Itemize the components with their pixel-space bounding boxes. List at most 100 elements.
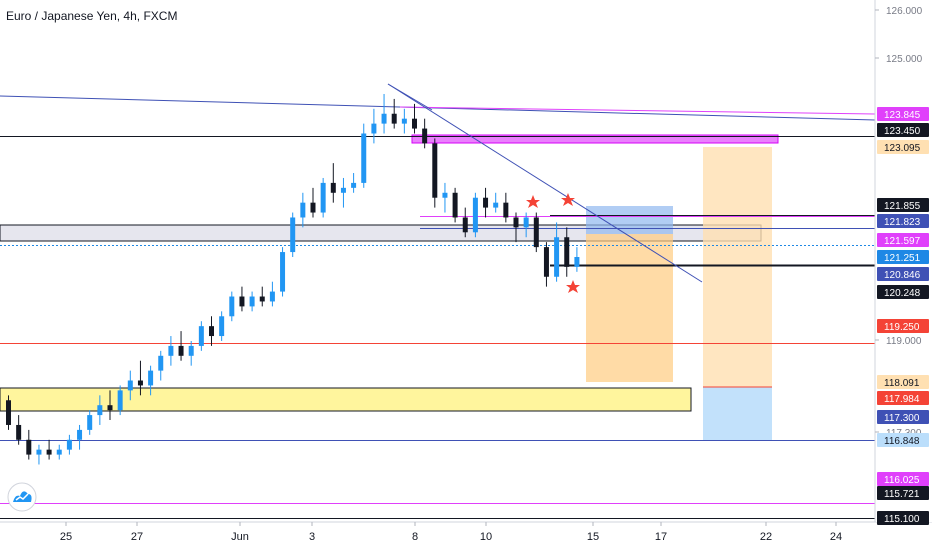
y-tick-label-0: 126.000: [886, 6, 923, 17]
candle-body-0: [6, 400, 11, 425]
candle-body-53: [543, 247, 549, 277]
price-label-bg-15: [877, 486, 929, 500]
position-target-zone-1: [586, 234, 673, 382]
candle-body-5: [56, 449, 62, 455]
x-tick-label-4: 8: [412, 531, 418, 543]
y-tick-label-2: 119.000: [886, 336, 922, 347]
magenta-trendline[interactable]: [399, 106, 876, 115]
position-stop-zone-2: [703, 387, 772, 440]
price-label-8: 120.248: [884, 288, 921, 299]
price-label-10: 118.091: [884, 378, 920, 389]
candle-body-54: [554, 237, 560, 277]
candle-body-52: [533, 217, 539, 248]
candle-body-47: [483, 197, 489, 208]
candle-body-40: [412, 118, 417, 129]
price-label-3: 121.855: [884, 201, 921, 212]
candle-body-20: [209, 326, 214, 337]
candlestick-series: [6, 93, 580, 465]
price-label-bg-16: [877, 511, 929, 525]
trendline-cap: [387, 83, 433, 111]
price-label-7: 120.846: [884, 270, 921, 281]
candle-body-22: [229, 296, 235, 317]
tradingview-logo-icon[interactable]: [7, 482, 37, 512]
price-label-bg-1: [877, 123, 929, 137]
price-label-16: 115.100: [884, 514, 920, 525]
candle-body-36: [371, 123, 377, 134]
y-tick-label-1: 125.000: [886, 54, 923, 65]
candle-body-9: [97, 405, 103, 416]
price-label-13: 116.848: [884, 436, 920, 447]
candle-body-28: [290, 217, 296, 253]
price-label-bg-10: [877, 375, 929, 389]
candle-body-3: [36, 449, 42, 455]
candle-body-1: [16, 424, 22, 440]
candle-body-33: [340, 187, 346, 193]
candle-body-49: [503, 202, 509, 218]
price-label-bg-6: [877, 250, 929, 264]
candle-body-7: [77, 429, 83, 440]
x-tick-label-2: Jun: [231, 531, 249, 543]
price-label-bg-2: [877, 140, 929, 154]
price-label-bg-5: [877, 233, 929, 247]
x-tick-label-6: 15: [587, 531, 599, 543]
candle-body-4: [46, 449, 52, 455]
x-tick-label-7: 17: [655, 531, 667, 543]
price-label-4: 121.823: [884, 217, 921, 228]
candle-body-17: [178, 345, 184, 356]
candle-body-39: [401, 118, 407, 124]
price-label-15: 115.721: [884, 489, 920, 500]
price-label-6: 121.251: [884, 253, 921, 264]
candle-body-21: [219, 316, 225, 337]
price-label-14: 116.025: [884, 475, 920, 486]
candle-body-2: [26, 439, 32, 455]
star-marker-2: [561, 193, 575, 206]
price-label-bg-9: [877, 319, 929, 333]
candle-body-45: [462, 217, 468, 233]
candle-body-15: [158, 355, 164, 371]
price-label-1: 123.450: [884, 126, 921, 137]
price-label-9: 119.250: [884, 322, 920, 333]
price-label-12: 117.300: [884, 413, 920, 424]
x-tick-label-0: 25: [60, 531, 72, 543]
candle-body-51: [523, 217, 529, 228]
candle-body-19: [198, 326, 204, 346]
candle-body-18: [188, 345, 194, 356]
candle-body-32: [330, 182, 336, 193]
descending-trendline[interactable]: [387, 83, 703, 283]
position-stop-zone-1: [586, 206, 673, 234]
candle-body-26: [269, 291, 275, 302]
price-label-bg-8: [877, 285, 929, 299]
candle-body-12: [127, 380, 133, 391]
candle-body-13: [137, 380, 143, 386]
x-tick-label-1: 27: [131, 531, 143, 543]
demand-zone-yellow: [0, 387, 692, 412]
price-label-bg-0: [877, 107, 929, 121]
candle-body-30: [310, 202, 316, 213]
candle-body-34: [351, 182, 357, 188]
x-tick-label-5: 10: [480, 531, 492, 543]
price-label-11: 117.984: [884, 394, 920, 405]
candle-body-56: [574, 257, 580, 267]
candle-body-35: [361, 133, 367, 183]
star-marker-1: [526, 195, 540, 208]
candle-body-42: [432, 143, 438, 198]
candle-body-48: [493, 202, 499, 208]
price-label-bg-14: [877, 472, 929, 486]
candle-body-25: [259, 296, 265, 302]
candle-body-24: [249, 296, 255, 307]
price-label-0: 123.845: [884, 110, 921, 121]
price-label-bg-11: [877, 391, 929, 405]
candle-body-8: [87, 415, 93, 430]
candle-body-43: [442, 192, 448, 198]
position-target-zone-2: [703, 147, 772, 387]
candle-body-50: [513, 217, 519, 228]
price-label-bg-3: [877, 198, 929, 212]
x-tick-label-8: 22: [760, 531, 772, 543]
price-label-bg-7: [877, 267, 929, 281]
candle-body-29: [300, 202, 306, 218]
price-label-5: 121.597: [884, 236, 921, 247]
candle-body-38: [391, 113, 397, 124]
candle-body-16: [168, 345, 174, 356]
price-label-bg-12: [877, 410, 929, 424]
